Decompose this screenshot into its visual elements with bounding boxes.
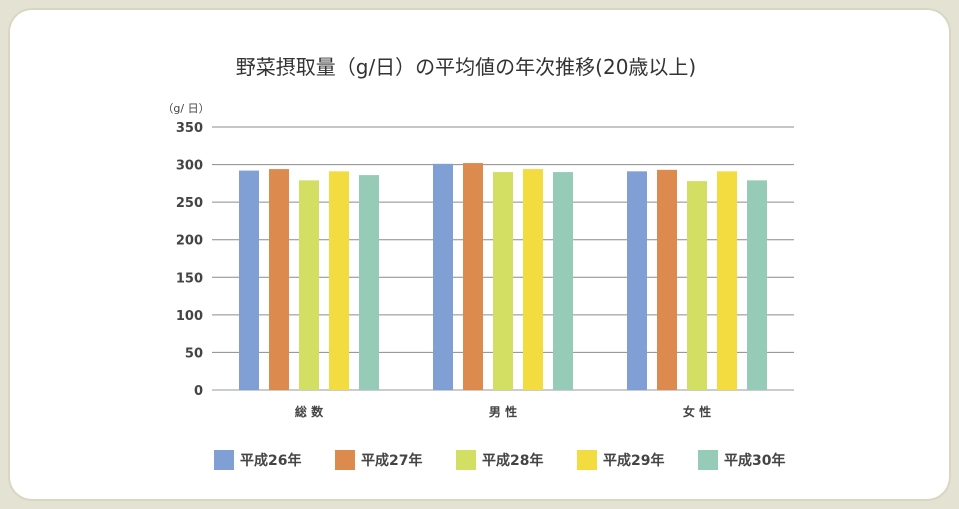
y-axis-ticks: 0 50 100 150 200 250 300 350 <box>176 121 203 399</box>
bar <box>523 169 543 390</box>
chart-title: 野菜摂取量（g/日）の平均値の年次推移(20歳以上) <box>236 55 697 79</box>
legend-swatch <box>335 450 355 470</box>
y-tick-label: 0 <box>194 384 203 399</box>
x-category-label: 総 数 <box>295 404 324 419</box>
y-tick-label: 350 <box>176 121 203 136</box>
y-tick-label: 150 <box>176 271 203 286</box>
bar <box>493 172 513 390</box>
y-tick-label: 200 <box>176 234 203 249</box>
legend-label: 平成29年 <box>603 452 664 469</box>
bar <box>329 171 349 390</box>
bar <box>239 170 259 390</box>
y-tick-label: 300 <box>176 159 203 174</box>
y-tick-label: 50 <box>185 346 203 361</box>
x-category-label: 女 性 <box>683 404 711 419</box>
legend-label: 平成26年 <box>240 452 301 469</box>
bar <box>657 169 677 390</box>
y-axis-unit-label: （g/ 日） <box>162 102 209 115</box>
legend-swatch <box>456 450 476 470</box>
bar <box>433 163 453 390</box>
legend-label: 平成28年 <box>482 452 543 469</box>
legend-label: 平成30年 <box>724 452 785 469</box>
bars <box>239 163 767 390</box>
bar <box>299 180 319 390</box>
bar <box>687 181 707 390</box>
bar <box>717 171 737 390</box>
legend-label: 平成27年 <box>361 452 422 469</box>
bar <box>359 175 379 390</box>
bar <box>627 171 647 390</box>
x-axis-categories: 総 数男 性女 性 <box>295 404 711 419</box>
x-category-label: 男 性 <box>489 404 517 419</box>
legend: 平成26年 平成27年 平成28年 平成29年 平成30年 <box>214 450 785 470</box>
bar <box>747 180 767 390</box>
legend-swatch <box>698 450 718 470</box>
bar <box>553 172 573 390</box>
y-tick-label: 100 <box>176 309 203 324</box>
legend-swatch <box>214 450 234 470</box>
y-tick-label: 250 <box>176 196 203 211</box>
bar <box>463 163 483 390</box>
legend-swatch <box>577 450 597 470</box>
bar <box>269 169 289 390</box>
